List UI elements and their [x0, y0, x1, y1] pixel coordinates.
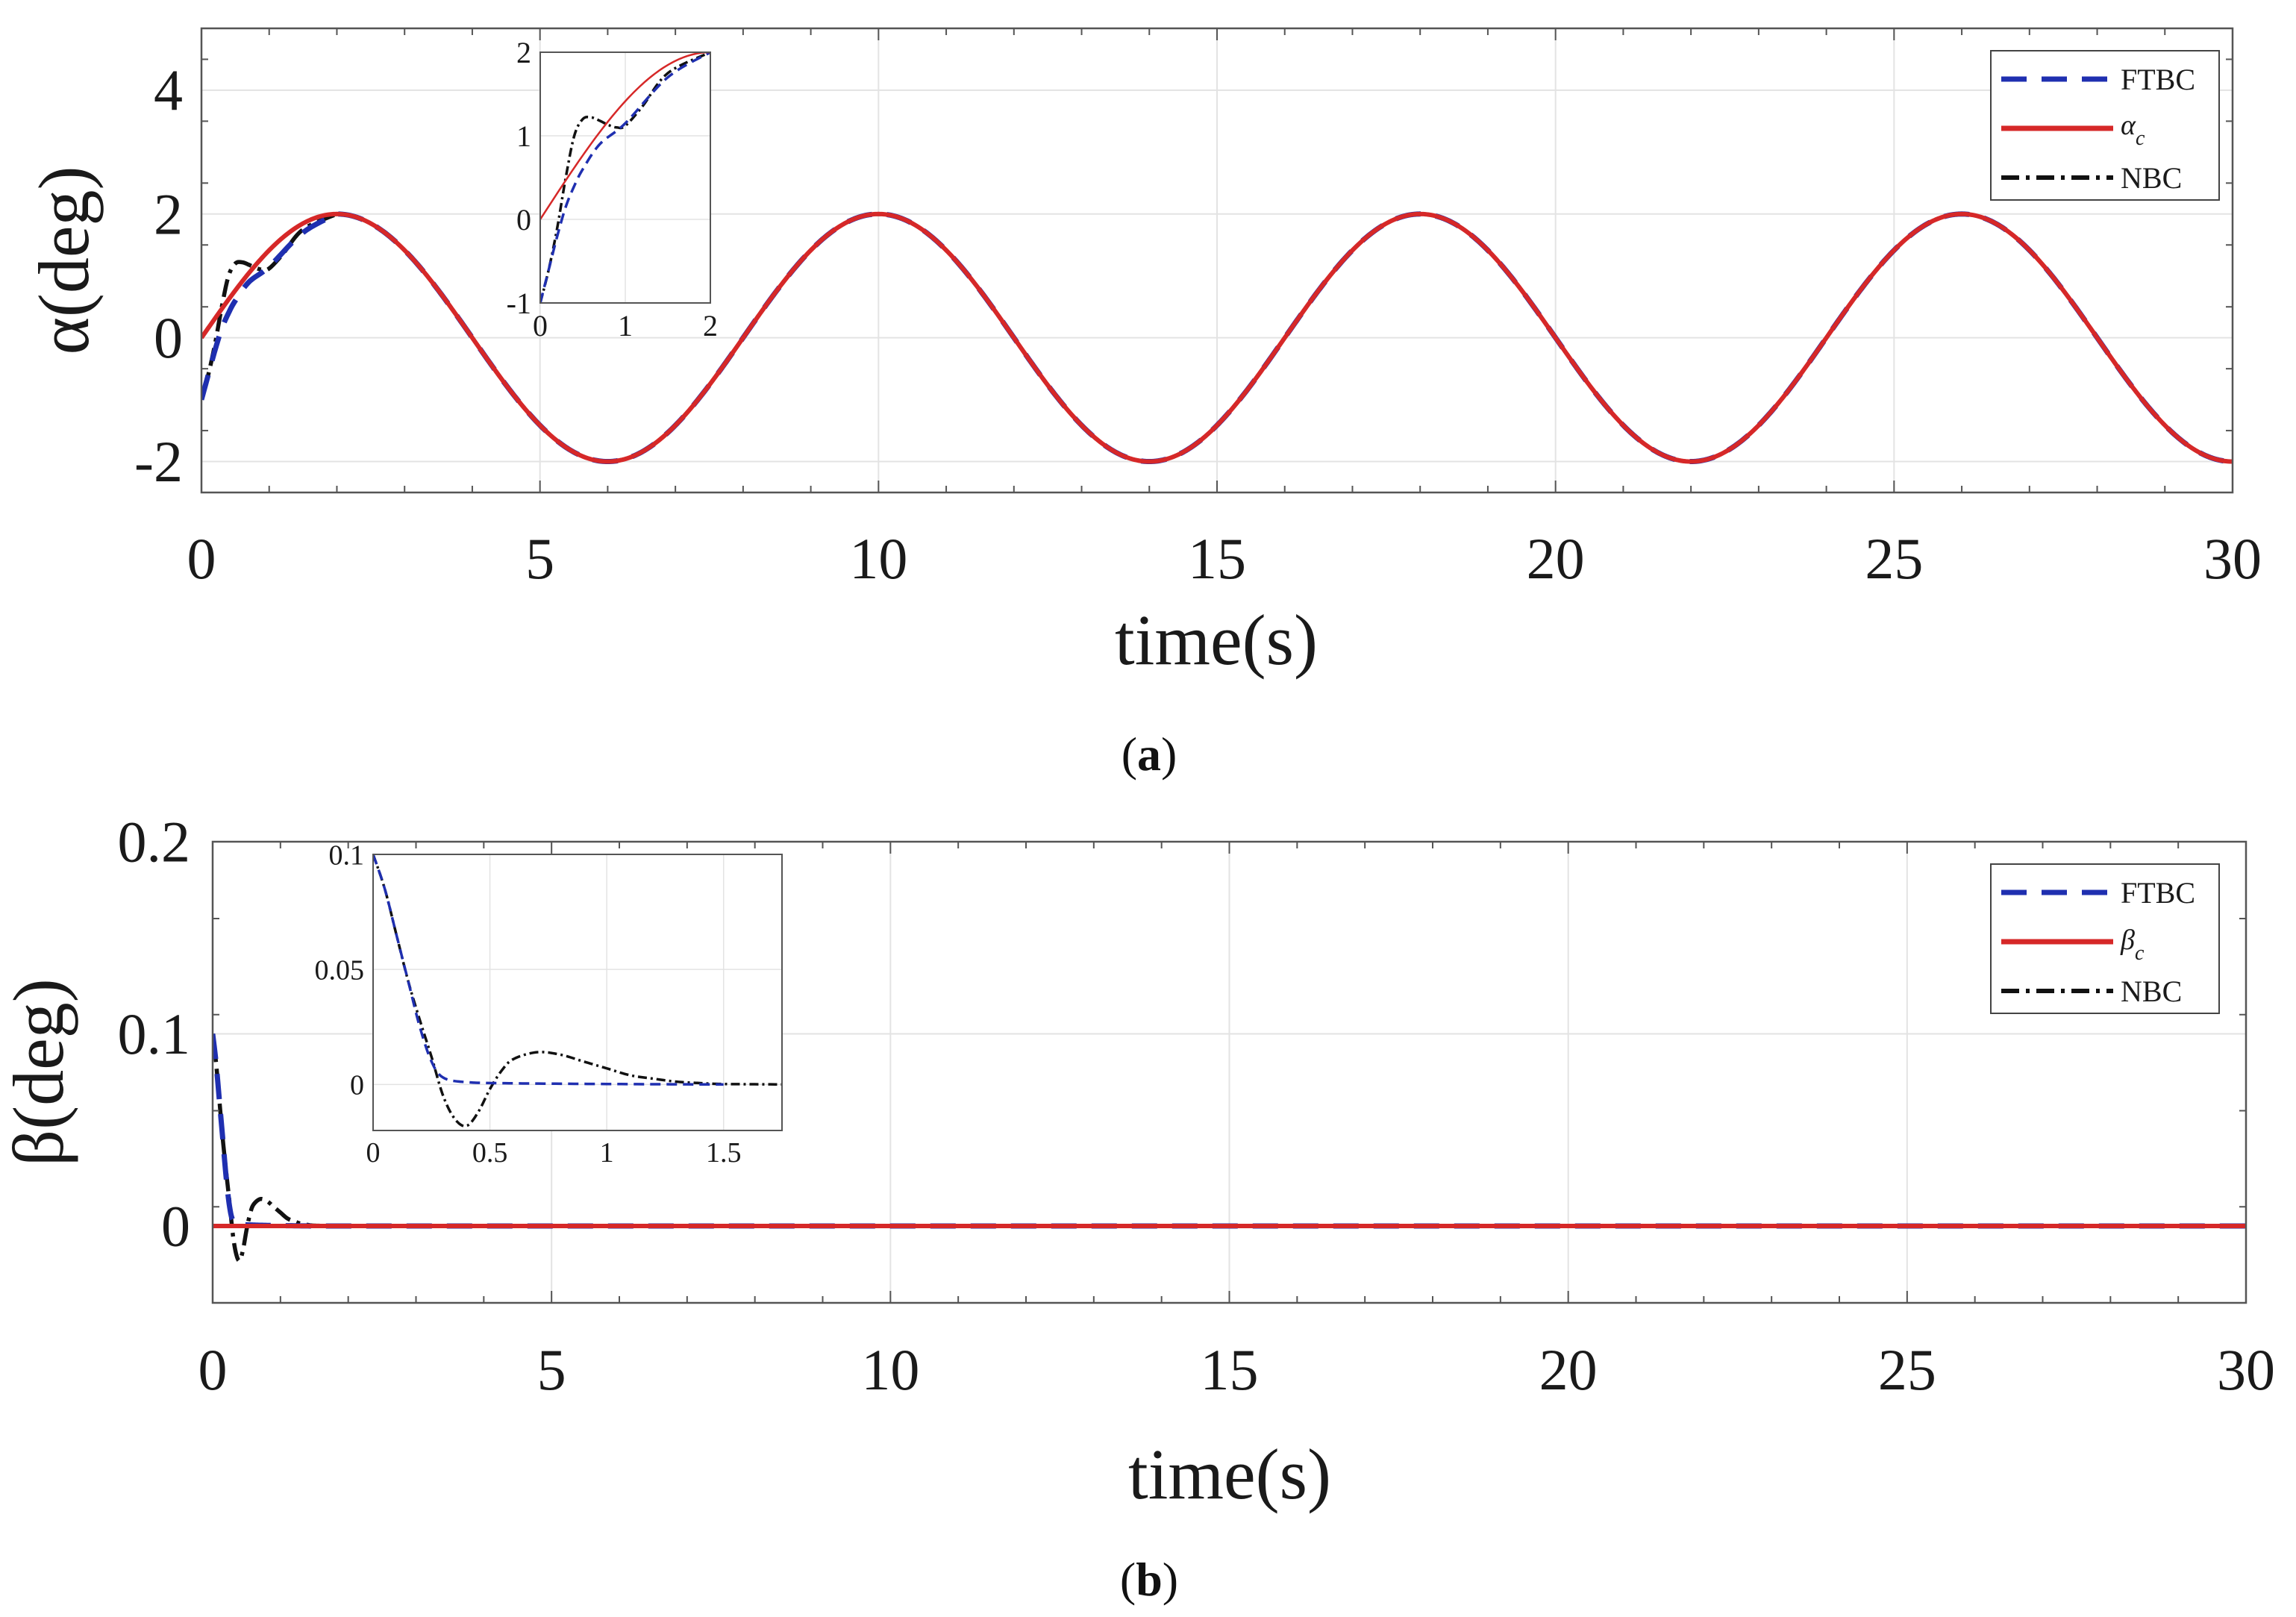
panel-b-xtick-labels: 0 5 10 15 20 25 30 [198, 1337, 2276, 1402]
y-tick-label: 0 [154, 305, 183, 370]
series-line-ref [201, 211, 2233, 464]
inset-series-line-ftbc [540, 52, 710, 303]
panel-b-series [213, 1032, 2246, 1263]
inset-x-tick-label: 0 [533, 309, 548, 343]
x-tick-label: 20 [1539, 1337, 1598, 1402]
y-tick-label: 0 [161, 1194, 190, 1259]
x-tick-label: 5 [537, 1337, 566, 1402]
panel-a-caption: (a) [1122, 728, 1177, 781]
inset-x-tick-label: 2 [703, 309, 718, 343]
x-tick-label: 20 [1527, 526, 1585, 591]
x-tick-label: 10 [849, 526, 907, 591]
inset-x-tick-label: 1 [600, 1137, 614, 1169]
panel-a-legend-ref-label: αc [2121, 110, 2145, 150]
panel-b-inset-tick-labels: 0 0.5 1 1.5 0 0.05 0.1 [315, 839, 742, 1169]
panel-b-legend-ref-label: βc [2120, 925, 2145, 965]
x-tick-label: 0 [198, 1337, 228, 1402]
panel-a-legend-nbc-label: NBC [2121, 161, 2182, 195]
panel-b-xlabel: time(s) [1128, 1434, 1331, 1514]
panel-a-xlabel: time(s) [1115, 600, 1318, 680]
panel-a-legend-box [1990, 50, 2220, 201]
panel-a-series [201, 211, 2233, 465]
inset-x-tick-label: 0 [366, 1137, 381, 1169]
panel-b-inset-background [373, 854, 782, 1130]
panel-a-ytick-labels: -2 0 2 4 [134, 57, 183, 494]
panel-a-legend-ftbc-label: FTBC [2121, 63, 2195, 96]
inset-y-tick-label: 0.05 [315, 954, 365, 986]
panel-b-legend: FTBC βc NBC [1990, 863, 2220, 1014]
inset-x-tick-label: 1 [618, 309, 633, 343]
panel-b-ytick-labels: 0 0.1 0.2 [118, 810, 191, 1259]
panel-a-inset-frame [539, 51, 711, 304]
inset-series-line-ref [540, 52, 710, 220]
panel-b-ylabel: β(deg) [0, 978, 78, 1166]
panel-a-ylabel: α(deg) [24, 166, 104, 355]
x-tick-label: 15 [1201, 1337, 1259, 1402]
panel-a-inset-series [540, 52, 710, 303]
y-tick-label: 2 [154, 181, 183, 246]
inset-y-tick-label: 0 [516, 203, 531, 237]
x-tick-label: 25 [1865, 526, 1923, 591]
inset-x-tick-label: 0.5 [472, 1137, 508, 1169]
panel-b-inset-frame [372, 854, 783, 1131]
panel-b-ticks [212, 842, 2247, 1304]
panel-a-ticks [201, 28, 2233, 493]
panel-b-legend-ftbc-label: FTBC [2121, 876, 2195, 910]
panel-b-inset-series [373, 854, 782, 1127]
x-tick-label: 5 [525, 526, 554, 591]
inset-y-tick-label: -1 [507, 287, 531, 320]
inset-y-tick-label: 0.1 [329, 839, 365, 871]
x-tick-label: 15 [1188, 526, 1246, 591]
panel-a-legend: FTBC αc NBC [1990, 50, 2220, 201]
panel-b-inset: 0 0.5 1 1.5 0 0.05 0.1 [315, 839, 783, 1169]
inset-y-tick-label: 2 [516, 36, 531, 69]
x-tick-label: 30 [2217, 1337, 2275, 1402]
inset-y-tick-label: 1 [516, 119, 531, 153]
inset-y-tick-label: 0 [350, 1070, 364, 1101]
inset-x-tick-label: 1.5 [706, 1137, 742, 1169]
panel-a-xtick-labels: 0 5 10 15 20 25 30 [187, 526, 2262, 591]
panel-b-caption: (b) [1120, 1553, 1178, 1606]
x-tick-label: 0 [187, 526, 216, 591]
panel-b: 0 5 10 15 20 25 30 00.10.2 time(s) β(deg) 0 0.5… [0, 810, 2275, 1606]
y-tick-label: 0.1 [118, 1001, 191, 1066]
y-tick-label: 4 [154, 57, 183, 122]
inset-series-line-nbc [373, 854, 782, 1127]
panel-b-legend-nbc-label: NBC [2121, 975, 2182, 1008]
x-tick-label: 10 [861, 1337, 919, 1402]
x-tick-label: 25 [1878, 1337, 1936, 1402]
y-tick-label: -2 [134, 429, 183, 494]
y-tick-label: 0.2 [118, 810, 191, 875]
inset-series-line-ftbc [373, 854, 724, 1086]
x-tick-label: 30 [2203, 526, 2262, 591]
panel-a-clip-group [201, 211, 2233, 465]
panel-b-legend-box [1990, 863, 2220, 1014]
